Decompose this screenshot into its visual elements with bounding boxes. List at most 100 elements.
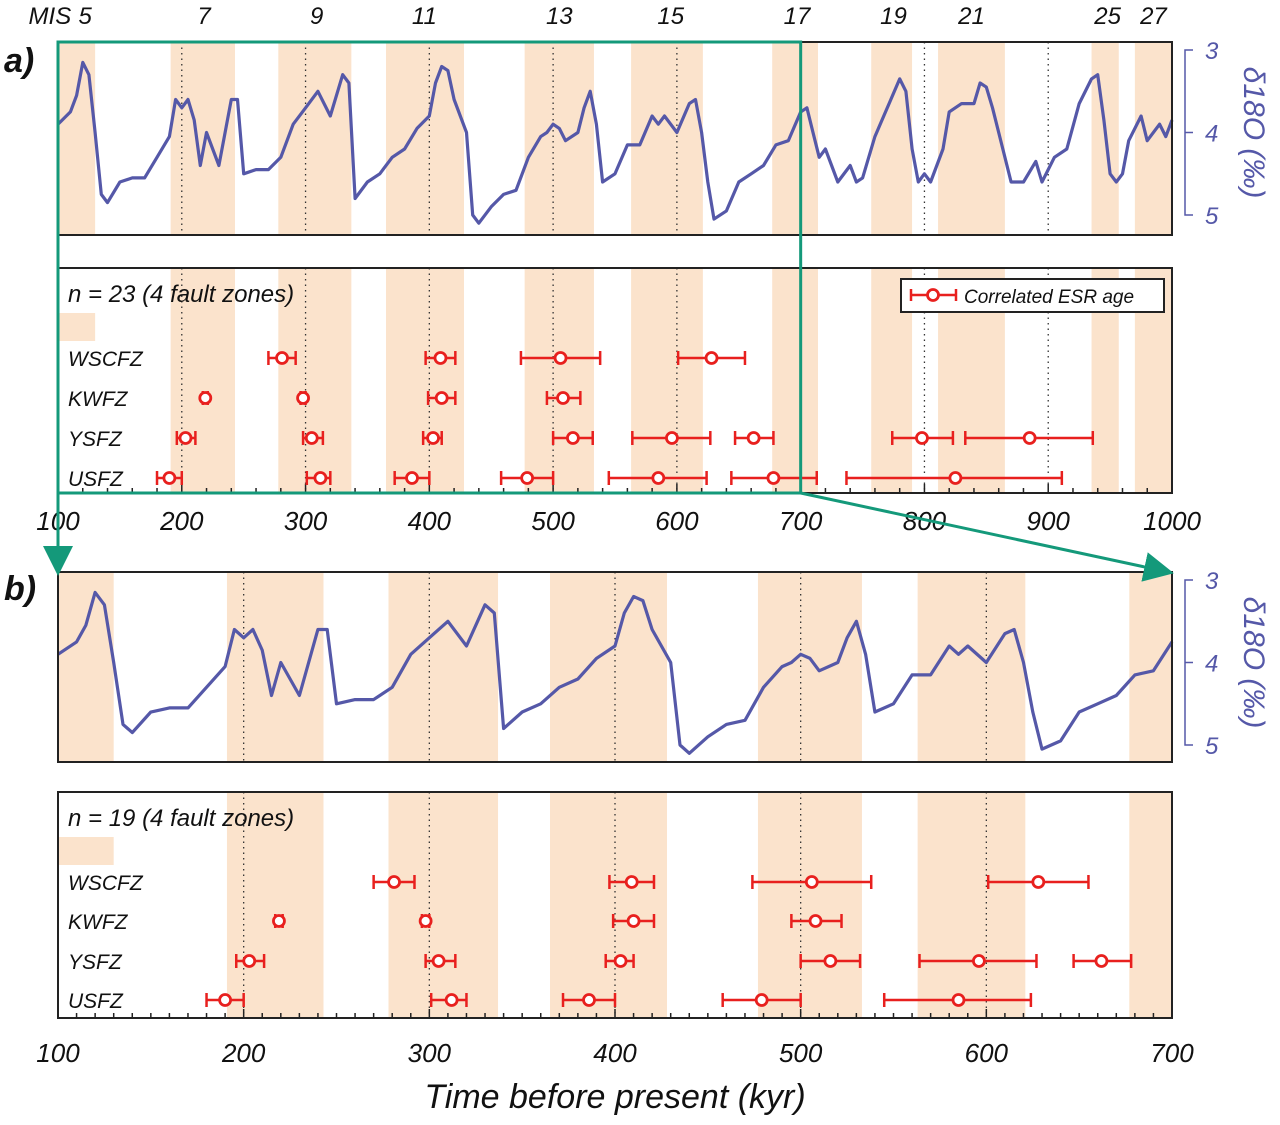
- age-marker: [624, 875, 639, 889]
- esr-age-point: [429, 993, 468, 1007]
- fault-zone-label: KWFZ: [68, 911, 129, 934]
- x-tick-label: 400: [408, 506, 452, 536]
- esr-age-point: [424, 954, 457, 968]
- mis-band: [386, 42, 464, 235]
- mis-stage-label: 17: [784, 3, 812, 30]
- esr-age-point: [272, 914, 286, 928]
- x-tick-label: 600: [655, 506, 699, 536]
- mis-band: [58, 42, 96, 235]
- mis-band: [757, 792, 862, 1018]
- age-marker: [808, 914, 823, 928]
- esr-age-point: [421, 431, 443, 445]
- x-tick-label: 600: [965, 1038, 1009, 1068]
- age-marker: [746, 431, 761, 445]
- esr-age-point: [155, 471, 184, 485]
- d18o-plot-frame: [57, 571, 1173, 763]
- age-marker: [651, 471, 666, 485]
- y-tick-label: 4: [1205, 121, 1218, 148]
- esr-age-point: [519, 351, 602, 365]
- sample-count-label: n = 23 (4 fault zones): [68, 281, 294, 308]
- age-marker: [804, 875, 819, 889]
- mis-band: [278, 268, 352, 493]
- esr-age-point: [561, 993, 617, 1007]
- esr-age-point: [301, 431, 325, 445]
- esr-age-point: [845, 471, 1064, 485]
- x-tick-label: 500: [531, 506, 575, 536]
- mis-stage-label: 27: [1139, 3, 1168, 30]
- x-tick-label: 100: [36, 1038, 80, 1068]
- mis-band: [1129, 792, 1172, 1018]
- esr-age-point: [424, 351, 457, 365]
- age-marker: [433, 351, 448, 365]
- age-marker: [823, 954, 838, 968]
- x-axis-label: Time before present (kyr): [424, 1078, 805, 1116]
- esr-age-point: [418, 914, 433, 928]
- age-marker: [1022, 431, 1037, 445]
- age-marker: [626, 914, 641, 928]
- esr-age-point: [676, 351, 747, 365]
- mis-band: [631, 268, 703, 493]
- legend: Correlated ESR age: [900, 278, 1165, 313]
- esr-age-point: [730, 471, 819, 485]
- esr-age-point: [604, 954, 635, 968]
- age-marker: [556, 391, 570, 405]
- esr-age-point: [499, 471, 555, 485]
- y-tick-label: 4: [1205, 651, 1218, 678]
- panel-a: 1002003004005006007008009001000345δ18O (…: [4, 3, 1270, 536]
- esr-age-point: [393, 471, 431, 485]
- age-marker: [387, 875, 401, 889]
- age-marker: [275, 351, 289, 365]
- esr-age-point: [918, 954, 1038, 968]
- x-tick-label: 1000: [1143, 506, 1201, 536]
- esr-age-point: [234, 954, 266, 968]
- age-marker: [426, 431, 440, 445]
- mis-stage-label: 19: [880, 3, 907, 30]
- panel-label: b): [4, 570, 36, 608]
- esr-age-point: [372, 875, 416, 889]
- esr-age-point: [1072, 954, 1133, 968]
- mis-band: [58, 837, 114, 865]
- esr-age-point: [721, 993, 802, 1007]
- age-marker: [218, 993, 233, 1007]
- age-marker: [444, 993, 459, 1007]
- age-marker: [272, 914, 286, 928]
- age-marker: [553, 351, 568, 365]
- mis-band: [524, 42, 594, 235]
- x-tick-label: 400: [593, 1038, 637, 1068]
- zoom-arrow-right: [800, 491, 1174, 582]
- mis-band: [524, 268, 594, 493]
- y-tick-label: 5: [1205, 733, 1219, 760]
- esr-age-point: [296, 391, 310, 405]
- age-marker: [431, 954, 446, 968]
- esr-age-point: [267, 351, 297, 365]
- age-marker: [566, 431, 580, 445]
- mis-stage-label: 5: [79, 3, 93, 30]
- x-tick-label: 500: [779, 1038, 823, 1068]
- mis-band: [388, 572, 499, 762]
- y-axis-right: [1184, 579, 1193, 746]
- y-axis-right: [1184, 49, 1193, 216]
- esr-age-point: [799, 954, 862, 968]
- esr-age-point: [964, 431, 1095, 445]
- mis-stage-label: 9: [310, 3, 323, 30]
- age-marker: [665, 431, 679, 445]
- fault-zone-label: USFZ: [68, 990, 124, 1013]
- mis-band: [58, 313, 96, 341]
- y-tick-label: 5: [1205, 203, 1219, 230]
- esr-age-point: [882, 993, 1033, 1007]
- x-tick-label: 200: [159, 506, 204, 536]
- mis-band: [1134, 42, 1172, 235]
- esr-age-point: [205, 993, 245, 1007]
- panel-b: 100 200 300 400 500 600 700 3 4 5 δ18O (‰) b) n = 19…: [4, 568, 1270, 1116]
- x-tick-label: 700: [779, 506, 823, 536]
- esr-age-point: [551, 431, 594, 445]
- age-marker: [613, 954, 628, 968]
- mis-band: [58, 572, 114, 762]
- esr-age-point: [175, 431, 197, 445]
- esr-age-point: [607, 471, 708, 485]
- x-tick-label: 900: [1027, 506, 1071, 536]
- fault-zone-label: KWFZ: [68, 388, 129, 411]
- legend-marker-icon: [926, 288, 940, 302]
- d18o-curve: [56, 60, 1174, 225]
